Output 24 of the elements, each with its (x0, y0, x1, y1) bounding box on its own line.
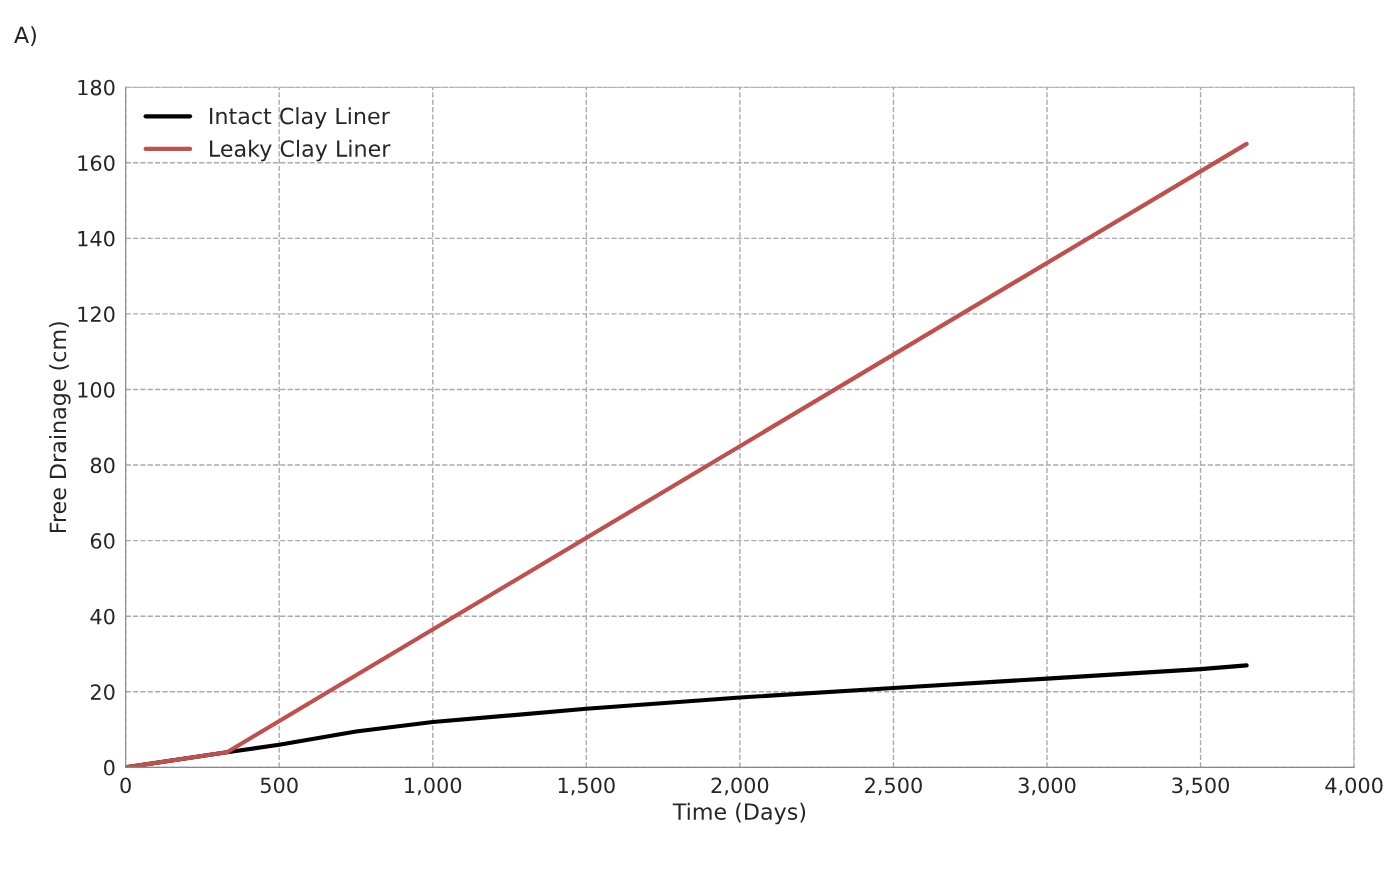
y-axis-title: Free Drainage (cm) (49, 322, 71, 533)
x-tick-label: 2,500 (865, 777, 922, 796)
x-tick-label: 2,000 (711, 777, 769, 796)
y-tick-label: 0 (104, 759, 115, 776)
y-tick-label: 40 (90, 608, 115, 625)
y-tick-label: 80 (90, 457, 115, 474)
y-tick-label: 20 (90, 684, 115, 700)
x-tick-label: 1,500 (558, 777, 615, 796)
y-tick-label: 140 (78, 230, 115, 247)
legend-label: Leaky Clay Liner (210, 139, 391, 162)
y-tick-label: 160 (78, 155, 115, 171)
y-tick-label: 180 (78, 79, 115, 96)
x-tick-label: 3,000 (1018, 777, 1076, 796)
y-tick-label: 120 (78, 306, 115, 323)
text: A) (14, 26, 36, 46)
x-tick-label: 4,000 (1325, 777, 1383, 796)
x-tick-label: 500 (260, 777, 298, 794)
x-axis-title: Time (Days) (672, 802, 806, 825)
x-tick-label: 1,000 (405, 777, 462, 796)
x-tick-label: 3,500 (1172, 777, 1229, 796)
x-tick-label: 0 (120, 777, 131, 794)
y-tick-label: 100 (78, 381, 115, 398)
legend-label: Intact Clay Liner (210, 107, 390, 129)
y-tick-label: 60 (90, 533, 115, 549)
